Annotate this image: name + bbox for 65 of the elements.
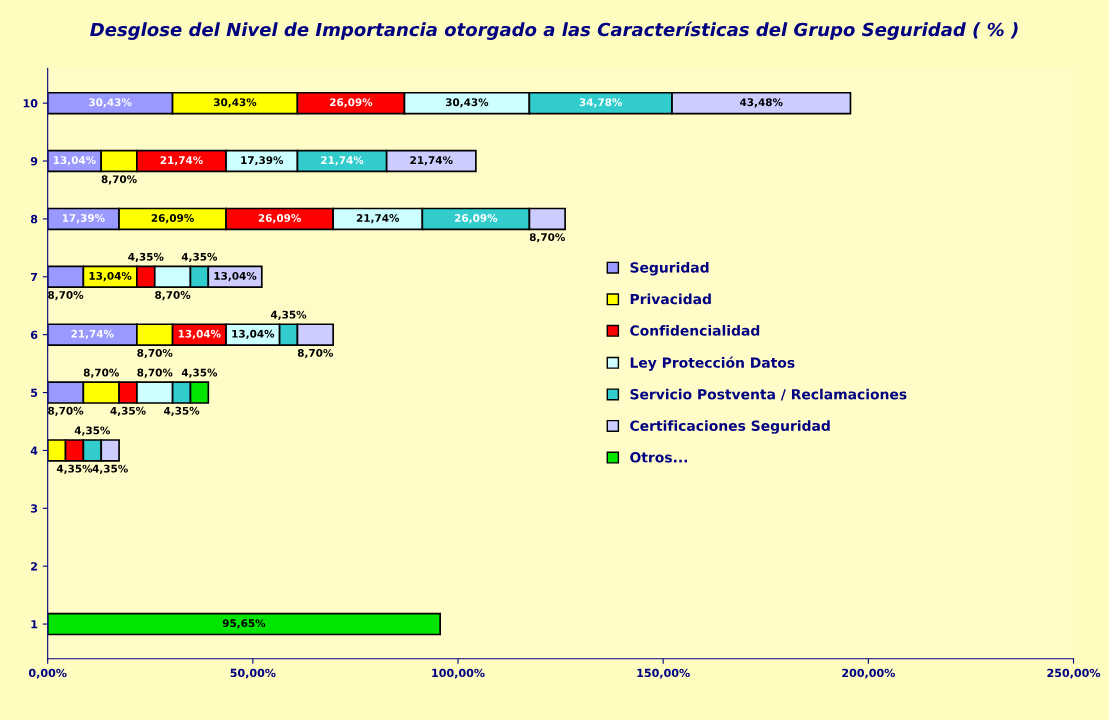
chart-title: Desglose del Nivel de Importancia otorgado a las Características del Grupo Seguridad ( % )	[90, 21, 1018, 40]
data-label: 43,48%	[740, 98, 783, 108]
data-label: 13,04%	[53, 156, 96, 166]
data-label: 34,78%	[579, 98, 623, 108]
data-label: 30,43%	[445, 98, 489, 108]
data-label: 17,39%	[62, 214, 105, 224]
data-label: 13,04%	[89, 271, 132, 282]
data-label: 4,35%	[74, 426, 111, 436]
legend-label: Otros...	[630, 452, 688, 463]
data-label: 8,70%	[48, 291, 84, 301]
legend-label: Seguridad	[630, 261, 709, 276]
y-tick-label: 6	[30, 330, 38, 340]
data-label: 8,70%	[83, 368, 119, 378]
data-label: 26,09%	[455, 214, 498, 224]
data-label: 4,35%	[128, 252, 164, 263]
data-label: 8,70%	[48, 406, 84, 416]
y-tick-label: 10	[23, 99, 38, 108]
y-tick-label: 8	[30, 214, 38, 224]
data-label: 13,04%	[232, 329, 275, 340]
y-tick-label: 2	[31, 562, 37, 571]
data-label: 17,39%	[241, 156, 284, 166]
data-label: 26,09%	[330, 98, 373, 108]
x-tick-label: 100,00%	[432, 668, 485, 679]
data-label: 8,70%	[101, 175, 137, 185]
data-label: 30,43%	[89, 98, 132, 108]
data-label: 8,70%	[529, 233, 565, 243]
data-label: 8,70%	[297, 348, 334, 359]
bar	[47, 612, 442, 636]
y-tick-label: 4	[30, 446, 38, 455]
y-tick-label: 9	[30, 157, 38, 166]
y-tick-label: 1	[31, 620, 38, 629]
data-label: 4,35%	[181, 252, 218, 263]
data-label: 26,09%	[151, 214, 194, 224]
data-label: 26,09%	[258, 214, 301, 224]
legend-label: Servicio Postventa / Reclamaciones	[630, 388, 907, 401]
x-tick-label: 150,00%	[637, 668, 690, 679]
data-label: 13,04%	[178, 329, 221, 340]
x-tick-label: 0,00%	[28, 668, 67, 679]
data-label: 21,74%	[160, 156, 203, 166]
legend-label: Confidencialidad	[630, 325, 760, 336]
data-label: 8,70%	[155, 291, 191, 301]
legend-label: Ley Protección Datos	[630, 356, 795, 371]
y-tick-label: 3	[30, 504, 38, 513]
data-label: 21,74%	[71, 329, 114, 340]
data-label: 4,35%	[110, 406, 146, 416]
x-tick-label: 50,00%	[230, 668, 276, 679]
data-label: 8,70%	[137, 348, 173, 359]
data-label: 4,35%	[163, 406, 200, 416]
data-label: 4,35%	[270, 310, 307, 320]
data-label: 4,35%	[56, 464, 93, 474]
x-tick-label: 200,00%	[842, 668, 895, 679]
y-tick-label: 7	[30, 272, 38, 281]
data-label: 8,70%	[137, 368, 173, 378]
x-tick-label: 250,00%	[1047, 668, 1101, 679]
data-label: 4,35%	[181, 368, 218, 378]
y-tick-label: 5	[31, 388, 38, 397]
data-label: 4,35%	[92, 464, 128, 474]
data-label: 13,04%	[214, 271, 257, 282]
data-label: 21,74%	[356, 214, 400, 224]
data-label: 30,43%	[213, 98, 257, 108]
data-label: 95,65%	[222, 619, 266, 629]
legend-label: Privacidad	[630, 293, 711, 305]
data-label: 21,74%	[410, 156, 453, 166]
data-label: 21,74%	[321, 156, 364, 166]
legend-label: Certificaciones Seguridad	[630, 420, 830, 434]
